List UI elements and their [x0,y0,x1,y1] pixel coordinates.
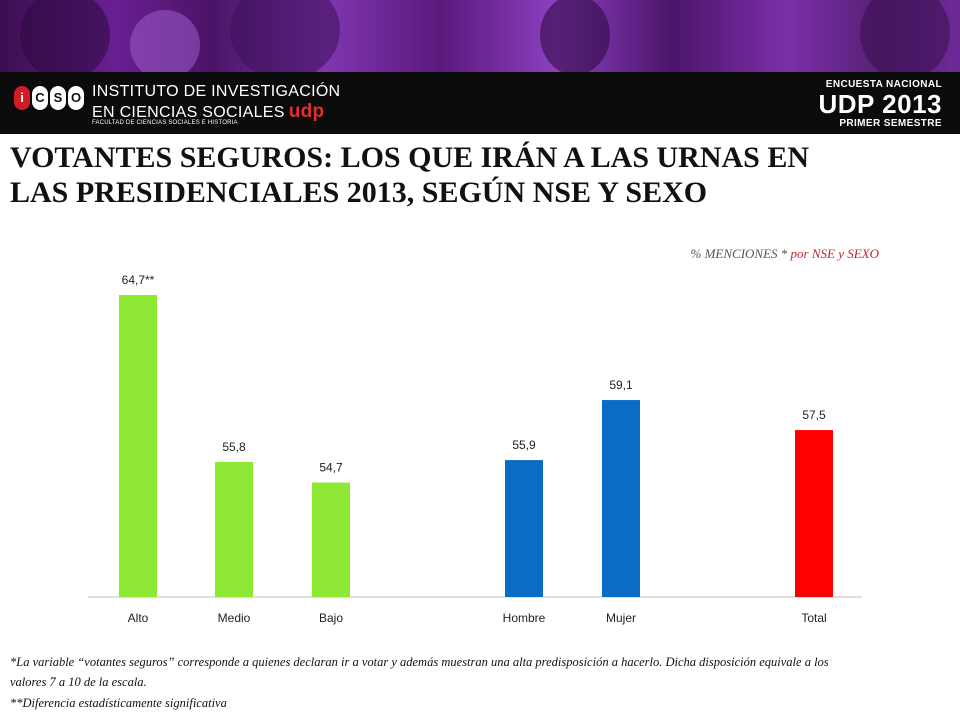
footnote-definition: *La variable “votantes seguros” correspo… [10,655,829,689]
logo-letter: O [68,86,84,110]
survey-period: PRIMER SEMESTRE [839,118,942,129]
survey-year: UDP 2013 [818,89,942,119]
survey-label: ENCUESTA NACIONAL [825,79,942,90]
slide-title-line2: LAS PRESIDENCIALES 2013, SEGÚN NSE Y SEX… [10,176,708,209]
bar-medio [215,461,253,597]
header-bar: i C S O INSTITUTO DE INVESTIGACIÓN EN CI… [0,72,960,134]
header-photo-banner [0,0,960,72]
bar-chart: 64,7** Alto 55,8 Medio 54,7 Bajo 55,9 Hombre 59,… [88,273,862,625]
chart-subtitle-accent: por NSE y SEXO [790,246,879,261]
bar-bajo [312,482,350,597]
category-label-alto: Alto [128,611,149,625]
chart-subtitle: % MENCIONES * por NSE y SEXO [600,246,880,262]
bar-hombre [505,460,543,597]
logo-letter: i [14,86,30,110]
bar-mujer [602,400,640,597]
data-label-bajo: 54,7 [319,461,343,475]
logo-letter: S [50,86,66,110]
chart-subtitle-main: % MENCIONES * [690,246,788,261]
bars-group: 64,7** Alto 55,8 Medio 54,7 Bajo 55,9 Hombre 59,… [119,273,833,625]
bar-total [795,430,833,597]
logo-letter: C [32,86,48,110]
data-label-hombre: 55,9 [512,438,536,452]
institute-name-line1: INSTITUTO DE INVESTIGACIÓN [92,83,341,100]
data-label-total: 57,5 [802,408,826,422]
institute-name-line2: EN CIENCIAS SOCIALES udp [92,101,324,123]
category-label-medio: Medio [218,611,251,625]
institute-name-text: EN CIENCIAS SOCIALES [92,104,285,121]
data-label-medio: 55,8 [222,440,246,454]
data-label-mujer: 59,1 [609,378,633,392]
data-label-alto: 64,7** [122,273,155,287]
bar-alto [119,295,157,597]
category-label-hombre: Hombre [503,611,546,625]
category-label-bajo: Bajo [319,611,343,625]
udp-logo: udp [288,101,325,122]
category-label-total: Total [801,611,826,625]
icso-logo: i C S O [14,86,84,110]
category-label-mujer: Mujer [606,611,636,625]
slide-title: VOTANTES SEGUROS: LOS QUE IRÁN A LAS URN… [10,140,910,210]
footnote-significance: **Diferencia estadísticamente significat… [10,696,227,710]
slide-title-line1: VOTANTES SEGUROS: LOS QUE IRÁN A LAS URN… [10,141,810,174]
institute-faculty: FACULTAD DE CIENCIAS SOCIALES E HISTORIA [92,120,238,126]
